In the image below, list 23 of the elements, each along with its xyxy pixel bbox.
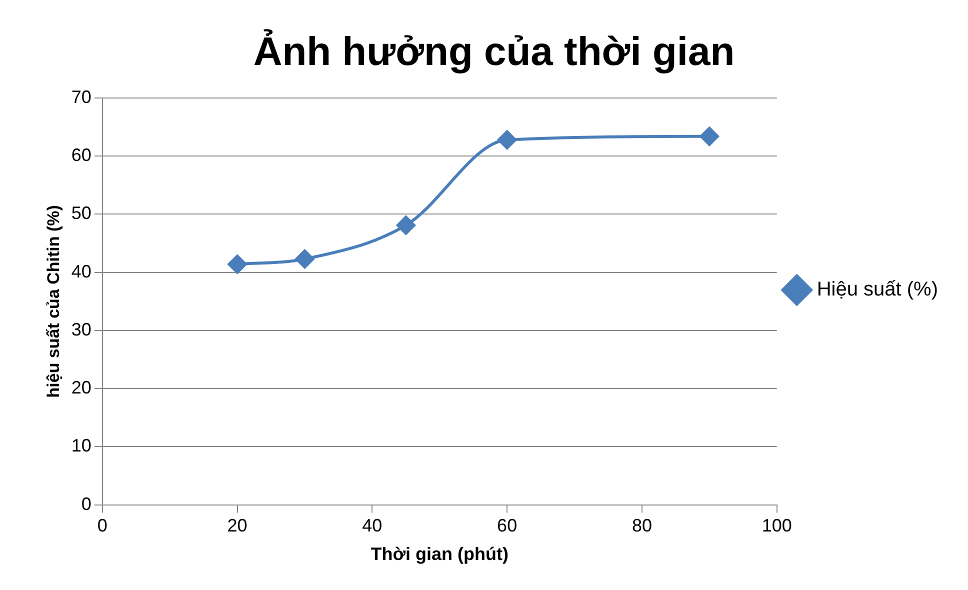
point <box>396 216 416 235</box>
x-tick-label: 40 <box>362 516 382 536</box>
y-tick-label: 40 <box>71 261 92 282</box>
y-tick-label: 20 <box>71 378 92 398</box>
y-tick-label: 30 <box>71 319 92 340</box>
x-tick-label: 20 <box>227 516 248 536</box>
x-tick-label: 60 <box>497 516 518 536</box>
point <box>700 126 719 146</box>
legend-label: Hiệu suất (%) <box>816 278 938 301</box>
x-tick-label: 100 <box>762 516 792 536</box>
y-tick-label: 50 <box>71 203 92 224</box>
x-tick-label: 0 <box>97 516 108 536</box>
point <box>295 249 314 268</box>
x-axis-title: Thời gian (phút) <box>370 544 509 564</box>
y-tick-label: 60 <box>71 145 92 166</box>
y-tick-label: 70 <box>71 86 92 107</box>
chart-title: Ảnh hưởng của thời gian <box>253 29 735 74</box>
y-axis-title: hiệu suất của Chitin (%) <box>44 205 63 398</box>
y-tick-label: 0 <box>81 494 92 514</box>
x-tick-label: 80 <box>632 516 652 536</box>
point <box>498 130 517 150</box>
point <box>228 254 247 274</box>
y-tick-label: 10 <box>71 436 92 456</box>
